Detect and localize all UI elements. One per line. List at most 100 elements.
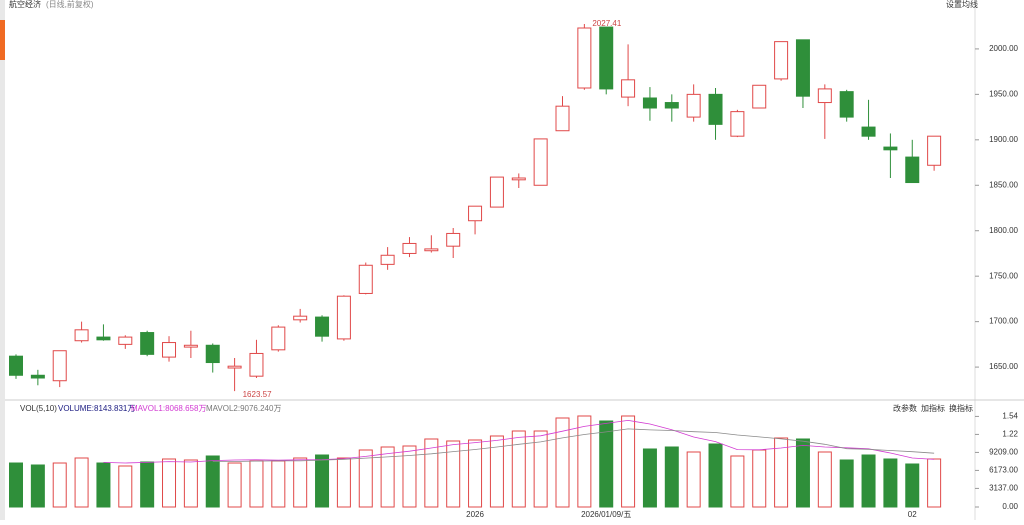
candle-body xyxy=(249,352,264,377)
vol-legend: MAVOL1:8068.658万 xyxy=(131,404,206,413)
candle-body xyxy=(380,254,395,265)
button[interactable]: 改参数 xyxy=(893,403,917,413)
candle-body xyxy=(708,93,723,125)
volume-bar xyxy=(30,464,45,508)
volume-bar xyxy=(905,463,920,508)
y-tick-label: 1850.00 xyxy=(989,180,1018,189)
candle-body xyxy=(599,26,614,90)
button[interactable]: 加指标 xyxy=(921,403,945,413)
volume-bar xyxy=(336,457,351,508)
y-tick-label: 1.54 xyxy=(1002,412,1018,421)
volume-bar xyxy=(9,462,23,508)
candle-body xyxy=(205,344,220,364)
candle-body xyxy=(140,332,155,355)
volume-bar xyxy=(118,465,133,508)
candle-body xyxy=(446,232,461,247)
volume-bar xyxy=(205,455,220,508)
y-tick-label: 1650.00 xyxy=(989,362,1018,371)
candle-body xyxy=(883,146,898,151)
candle-body xyxy=(183,344,198,348)
y-tick-label: 6173.00 xyxy=(989,466,1018,475)
volume-bar xyxy=(402,445,417,508)
volume-bar xyxy=(511,430,526,508)
volume-bar xyxy=(883,458,898,508)
candle-body xyxy=(293,315,308,321)
side-strip xyxy=(0,0,5,520)
candle-body xyxy=(315,316,330,337)
candle-body xyxy=(817,88,832,104)
ma-line xyxy=(103,419,935,464)
candle-body xyxy=(621,79,636,98)
volume-bar xyxy=(664,446,679,508)
volume-bar xyxy=(686,451,701,508)
volume-bar xyxy=(140,461,155,508)
title: 航空经济 xyxy=(9,0,41,9)
candle-body xyxy=(927,135,942,166)
low-annotation: 1623.57 xyxy=(243,390,272,399)
ma-line xyxy=(212,428,935,462)
volume-bar xyxy=(424,438,439,508)
y-tick-label: 1750.00 xyxy=(989,271,1018,280)
candle-body xyxy=(905,156,920,184)
candle-body xyxy=(664,102,679,109)
x-tick-label: 02 xyxy=(908,510,917,519)
candle-body xyxy=(730,111,745,137)
y-tick-label: 3137.00 xyxy=(989,484,1018,493)
volume-bar xyxy=(315,454,330,508)
candle-body xyxy=(489,176,504,208)
candle-body xyxy=(96,336,111,341)
candle-body xyxy=(642,97,657,109)
volume-bar xyxy=(795,438,810,508)
volume-bar xyxy=(774,437,789,508)
volume-bar xyxy=(293,457,308,508)
volume-bar xyxy=(621,415,636,508)
volume-bar xyxy=(533,430,548,508)
candle-body xyxy=(336,295,351,340)
candle-body xyxy=(468,205,483,222)
high-annotation: 2027.41 xyxy=(592,19,621,28)
volume-bar xyxy=(752,449,767,508)
volume-bar xyxy=(380,446,395,508)
y-tick-label: 1700.00 xyxy=(989,317,1018,326)
candle-body xyxy=(577,27,592,89)
candle-body xyxy=(795,39,810,97)
volume-bar xyxy=(446,440,461,508)
candle-body xyxy=(686,93,701,118)
volume-bar xyxy=(642,448,657,508)
candle-body xyxy=(839,91,854,118)
y-tick-label: 0.00 xyxy=(1002,502,1018,511)
candle-body xyxy=(533,138,548,186)
candle-body xyxy=(555,105,570,132)
candle-body xyxy=(74,329,89,342)
volume-bar xyxy=(708,443,723,508)
volume-bar xyxy=(271,460,286,508)
volume-bar xyxy=(74,457,89,508)
candle-body xyxy=(358,264,373,294)
volume-bar xyxy=(730,455,745,508)
candle-body xyxy=(774,41,789,80)
vol-legend: VOLUME:8143.831万 xyxy=(58,404,135,413)
x-tick-label: 2026/01/09/五 xyxy=(581,510,631,519)
candle-body xyxy=(511,177,526,181)
volume-bar xyxy=(227,462,242,508)
volume-bar xyxy=(468,439,483,508)
volume-bar xyxy=(555,417,570,508)
side-tab xyxy=(0,20,5,60)
vol-legend: MAVOL2:9076.240万 xyxy=(206,404,281,413)
ma-menu[interactable]: 设置均线 xyxy=(946,0,978,9)
volume-bar xyxy=(162,458,177,508)
y-tick-label: 1950.00 xyxy=(989,89,1018,98)
subtitle: (日线,前复权) xyxy=(46,0,94,9)
candle-body xyxy=(861,126,876,137)
volume-bar xyxy=(599,420,614,508)
button[interactable]: 换指标 xyxy=(949,403,973,413)
candle-body xyxy=(271,326,286,351)
candle-body xyxy=(30,374,45,379)
volume-bar xyxy=(817,451,832,508)
candle-body xyxy=(9,355,23,376)
volume-bar xyxy=(249,460,264,508)
candle-body xyxy=(752,84,767,109)
y-tick-label: 1900.00 xyxy=(989,135,1018,144)
